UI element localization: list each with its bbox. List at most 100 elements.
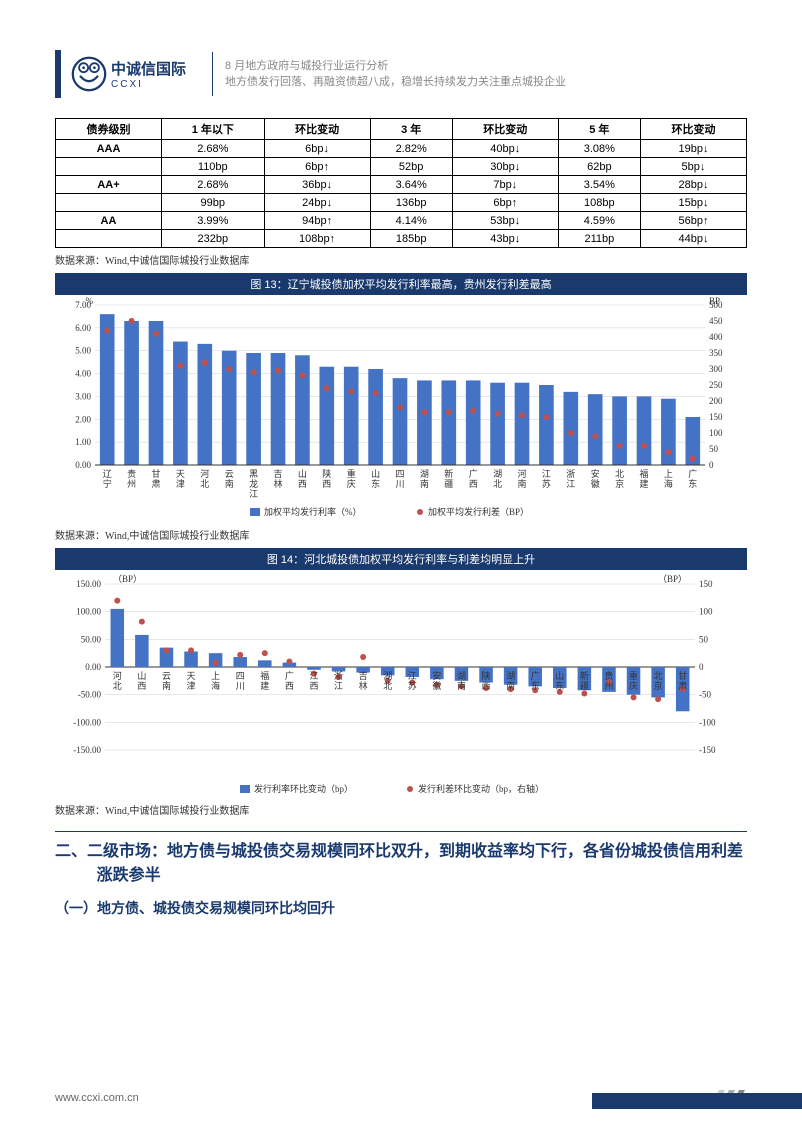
svg-text:津: 津 <box>187 681 196 691</box>
svg-text:东: 东 <box>371 478 380 489</box>
svg-text:50: 50 <box>699 634 709 644</box>
svg-text:50: 50 <box>709 444 719 454</box>
svg-text:河: 河 <box>200 468 209 479</box>
svg-text:山: 山 <box>371 469 380 479</box>
svg-text:疆: 疆 <box>444 479 453 489</box>
table-cell: 5bp↓ <box>640 158 746 176</box>
svg-text:吉: 吉 <box>359 671 368 681</box>
svg-text:发行利差环比变动（bp，右轴）: 发行利差环比变动（bp，右轴） <box>418 783 544 794</box>
svg-text:北: 北 <box>383 681 392 691</box>
svg-text:0.00: 0.00 <box>85 662 101 672</box>
svg-text:辽: 辽 <box>103 469 112 479</box>
svg-text:450: 450 <box>709 316 723 326</box>
svg-text:重: 重 <box>347 468 356 479</box>
svg-text:陕: 陕 <box>482 670 491 681</box>
chart13: 0.001.002.003.004.005.006.007.0005010015… <box>55 295 747 525</box>
svg-text:山: 山 <box>137 671 146 681</box>
table-cell: 43bp↓ <box>452 230 558 248</box>
svg-text:甘: 甘 <box>678 670 687 681</box>
header-divider <box>212 52 213 96</box>
svg-text:重: 重 <box>629 670 638 681</box>
svg-text:吉: 吉 <box>273 469 282 479</box>
table-cell: 94bp↑ <box>264 212 370 230</box>
svg-text:北: 北 <box>200 479 209 489</box>
table-cell: 4.14% <box>370 212 452 230</box>
svg-text:新: 新 <box>444 468 453 479</box>
svg-text:江: 江 <box>249 489 258 499</box>
footer-bar <box>592 1093 802 1109</box>
svg-text:-150.00: -150.00 <box>73 745 101 755</box>
table-cell: 110bp <box>161 158 264 176</box>
svg-text:广: 广 <box>688 468 697 479</box>
table-cell: 2.68% <box>161 176 264 194</box>
table-cell: 6bp↓ <box>264 140 370 158</box>
table-cell: 3.54% <box>558 176 640 194</box>
svg-text:200: 200 <box>709 396 723 406</box>
svg-text:苏: 苏 <box>408 680 417 691</box>
svg-text:0.00: 0.00 <box>75 460 91 470</box>
table-row: AA+2.68%36bp↓3.64%7bp↓3.54%28bp↓ <box>56 176 747 194</box>
svg-text:2.00: 2.00 <box>75 414 91 424</box>
svg-text:湖: 湖 <box>493 469 502 479</box>
chart14-source: 数据来源：Wind,中诚信国际城投行业数据库 <box>55 802 747 817</box>
table-cell: 3.99% <box>161 212 264 230</box>
svg-text:海: 海 <box>211 680 220 691</box>
table-cell: 15bp↓ <box>640 194 746 212</box>
table-cell: 211bp <box>558 230 640 248</box>
table-cell: 3.64% <box>370 176 452 194</box>
svg-text:东: 东 <box>555 680 564 691</box>
svg-text:南: 南 <box>457 680 466 691</box>
svg-text:加权平均发行利差（BP）: 加权平均发行利差（BP） <box>428 506 529 517</box>
svg-text:广: 广 <box>531 670 540 681</box>
table-cell: 56bp↑ <box>640 212 746 230</box>
svg-text:江: 江 <box>566 479 575 489</box>
svg-text:庆: 庆 <box>347 478 356 489</box>
table-cell: 19bp↓ <box>640 140 746 158</box>
logo-text-en: CCXI <box>111 79 186 90</box>
svg-text:黑: 黑 <box>249 469 258 479</box>
svg-text:安: 安 <box>591 468 600 479</box>
page-header: 中诚信国际 CCXI 8 月地方政府与城投行业运行分析 地方债发行回落、再融资债… <box>55 50 747 98</box>
table-header: 3 年 <box>370 119 452 140</box>
svg-text:250: 250 <box>709 380 723 390</box>
svg-text:西: 西 <box>309 681 318 691</box>
table-cell: 52bp <box>370 158 452 176</box>
svg-text:5.00: 5.00 <box>75 346 91 356</box>
svg-text:西: 西 <box>298 479 307 489</box>
svg-text:南: 南 <box>517 478 526 489</box>
table-header: 环比变动 <box>264 119 370 140</box>
svg-text:浙: 浙 <box>566 468 575 479</box>
svg-text:150: 150 <box>699 579 713 589</box>
svg-text:湖: 湖 <box>457 671 466 681</box>
svg-text:150.00: 150.00 <box>76 579 101 589</box>
table-header: 环比变动 <box>640 119 746 140</box>
table-cell: AA+ <box>56 176 162 194</box>
svg-text:BP: BP <box>709 296 720 306</box>
svg-text:南: 南 <box>225 478 234 489</box>
table-cell: 30bp↓ <box>452 158 558 176</box>
svg-text:林: 林 <box>273 478 282 489</box>
table-cell: 136bp <box>370 194 452 212</box>
svg-text:天: 天 <box>187 671 196 681</box>
svg-text:（BP）: （BP） <box>113 574 142 584</box>
svg-text:州: 州 <box>127 479 136 489</box>
svg-text:河: 河 <box>517 468 526 479</box>
svg-text:150: 150 <box>709 412 723 422</box>
logo-text-cn: 中诚信国际 <box>111 58 186 79</box>
svg-text:100: 100 <box>699 607 713 617</box>
svg-text:山: 山 <box>298 469 307 479</box>
header-titles: 8 月地方政府与城投行业运行分析 地方债发行回落、再融资债超八成，稳增长持续发力… <box>225 58 566 91</box>
svg-text:湖: 湖 <box>420 469 429 479</box>
svg-text:广: 广 <box>285 670 294 681</box>
svg-text:龙: 龙 <box>249 478 258 489</box>
table-cell <box>56 158 162 176</box>
table-cell: 232bp <box>161 230 264 248</box>
svg-text:川: 川 <box>395 479 404 489</box>
svg-text:-150: -150 <box>699 745 716 755</box>
svg-text:安: 安 <box>432 670 441 681</box>
svg-text:上: 上 <box>211 671 220 681</box>
table-row: 110bp6bp↑52bp30bp↓62bp5bp↓ <box>56 158 747 176</box>
table-cell: 24bp↓ <box>264 194 370 212</box>
svg-text:东: 东 <box>531 680 540 691</box>
svg-text:3.00: 3.00 <box>75 391 91 401</box>
